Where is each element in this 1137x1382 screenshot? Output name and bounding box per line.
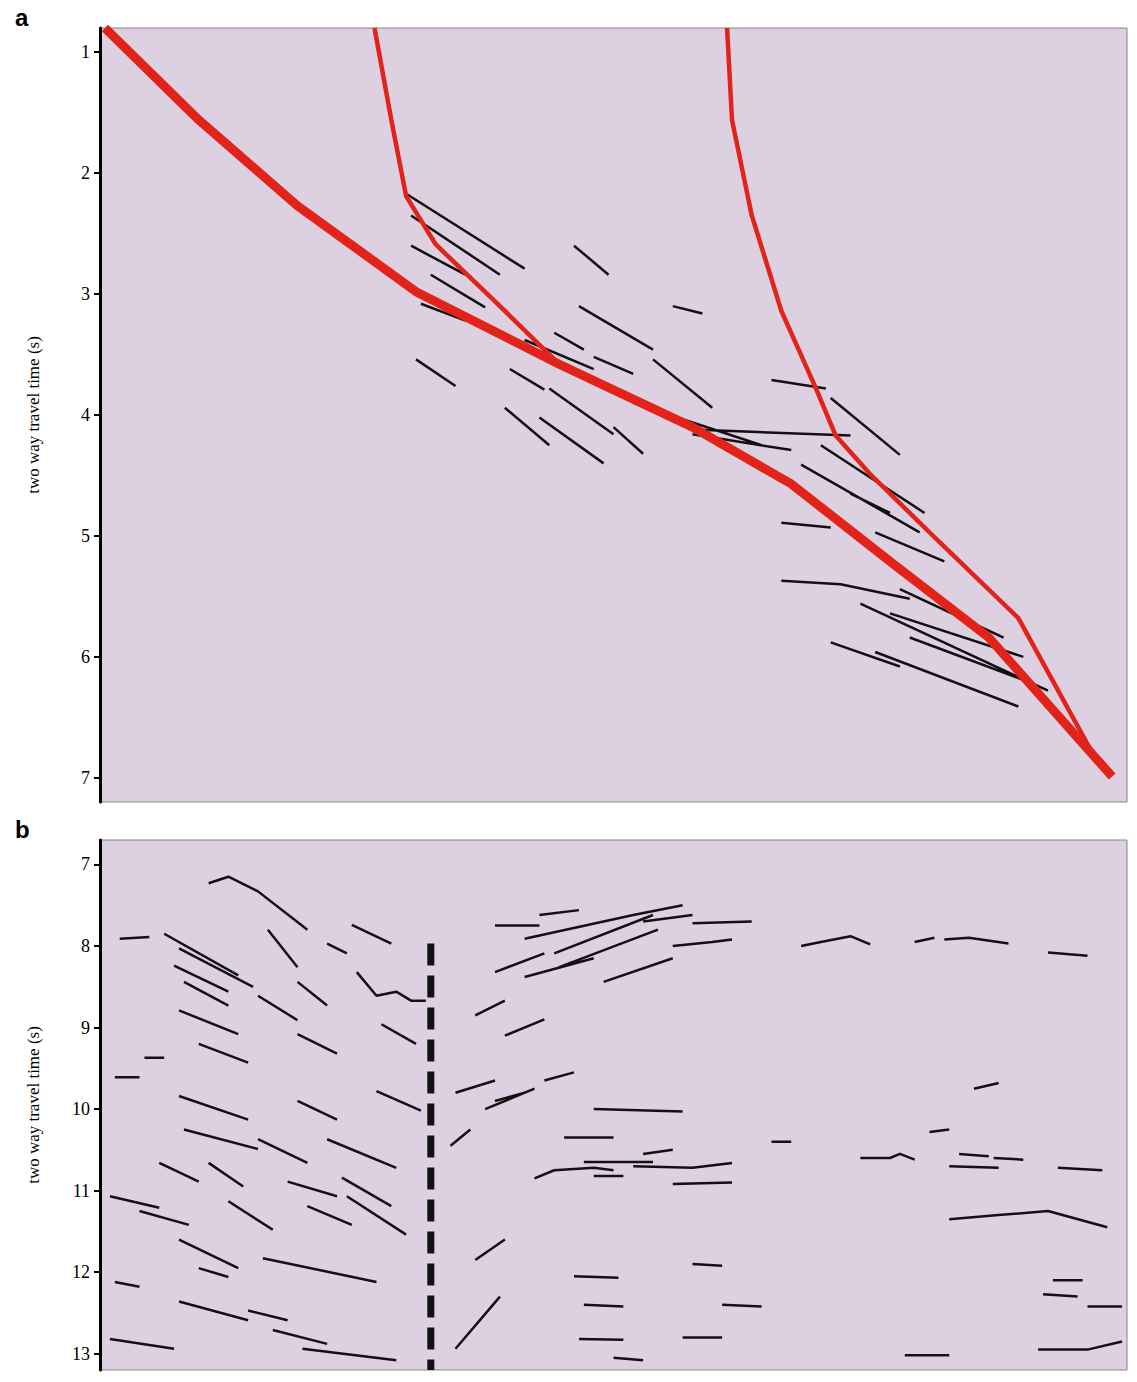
svg-text:4: 4 — [81, 405, 90, 425]
svg-text:8: 8 — [81, 936, 90, 956]
svg-text:12: 12 — [72, 1262, 90, 1282]
svg-text:2: 2 — [81, 163, 90, 183]
svg-text:7: 7 — [81, 854, 90, 874]
svg-text:11: 11 — [73, 1181, 90, 1201]
svg-text:b: b — [15, 816, 30, 843]
svg-text:two way travel time (s): two way travel time (s) — [24, 1026, 43, 1184]
svg-text:13: 13 — [72, 1344, 90, 1364]
svg-text:10: 10 — [72, 1099, 90, 1119]
svg-text:a: a — [15, 4, 29, 31]
svg-text:1: 1 — [81, 42, 90, 62]
svg-text:7: 7 — [81, 768, 90, 788]
svg-text:5: 5 — [81, 526, 90, 546]
svg-text:6: 6 — [81, 647, 90, 667]
svg-text:two way travel time (s): two way travel time (s) — [24, 336, 43, 494]
svg-text:9: 9 — [81, 1018, 90, 1038]
svg-text:3: 3 — [81, 284, 90, 304]
